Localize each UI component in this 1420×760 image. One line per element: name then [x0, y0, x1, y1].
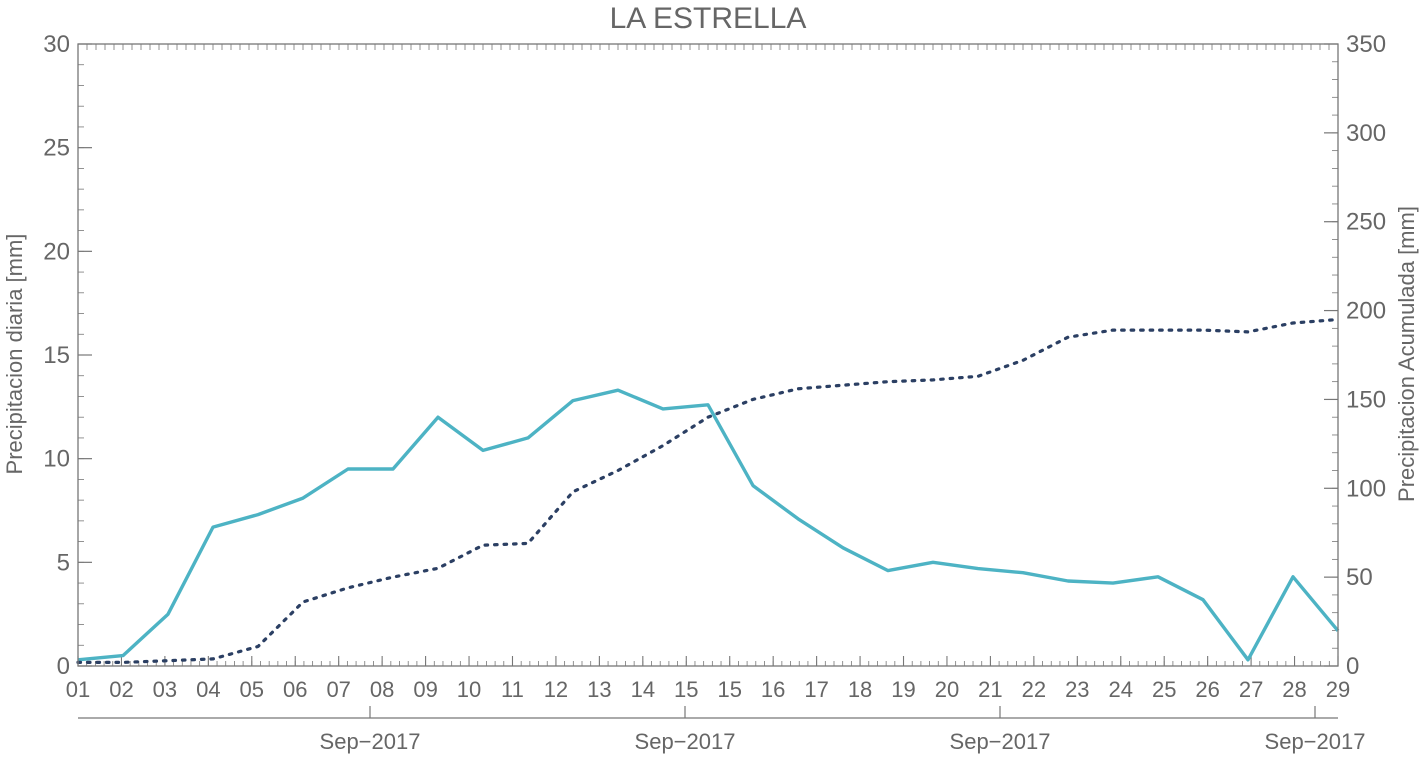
x-tick-label: 25: [1152, 677, 1176, 702]
x-tick-label: 09: [413, 677, 437, 702]
x-tick-label: 15: [717, 677, 741, 702]
secondary-axis-label: Sep−2017: [320, 729, 421, 754]
x-tick-label: 10: [457, 677, 481, 702]
x-tick-label: 18: [848, 677, 872, 702]
y-right-tick-label: 300: [1346, 120, 1386, 147]
x-tick-label: 12: [544, 677, 568, 702]
x-tick-label: 17: [804, 677, 828, 702]
y-left-tick-label: 20: [43, 238, 70, 265]
x-tick-label: 14: [631, 677, 655, 702]
x-tick-label: 11: [501, 677, 524, 702]
x-tick-label: 07: [326, 677, 350, 702]
axis-ticks: [77, 43, 1339, 718]
x-tick-label: 02: [109, 677, 133, 702]
y-right-tick-label: 0: [1346, 653, 1359, 680]
x-tick-label: 19: [891, 677, 915, 702]
secondary-axis-label: Sep−2017: [950, 729, 1051, 754]
y-axis-label-left: Precipitacion diaria [mm]: [2, 234, 27, 475]
x-tick-label: 01: [66, 677, 90, 702]
x-tick-label: 20: [935, 677, 959, 702]
y-left-tick-label: 30: [43, 31, 70, 58]
x-tick-label: 24: [1109, 677, 1133, 702]
y-right-tick-label: 250: [1346, 209, 1386, 236]
x-tick-label: 23: [1065, 677, 1089, 702]
y-axis-label-right: Precipitacion Acumulada [mm]: [1394, 206, 1419, 502]
x-tick-label: 26: [1195, 677, 1219, 702]
plot-frame: [77, 43, 1339, 667]
y-right-tick-label: 100: [1346, 475, 1386, 502]
x-tick-label: 16: [761, 677, 785, 702]
cumulative-precipitation-line: [76, 317, 1340, 664]
y-right-tick-label: 50: [1346, 564, 1373, 591]
x-tick-label: 05: [240, 677, 264, 702]
y-left-tick-label: 15: [43, 342, 70, 369]
y-right-tick-label: 150: [1346, 386, 1386, 413]
x-tick-label: 06: [283, 677, 307, 702]
x-tick-label: 15: [674, 677, 698, 702]
x-tick-label: 29: [1326, 677, 1350, 702]
x-tick-label: 28: [1282, 677, 1306, 702]
daily-precipitation-line: [77, 388, 1340, 662]
x-tick-label: 04: [196, 677, 220, 702]
data-series: [76, 317, 1340, 664]
x-tick-label: 08: [370, 677, 394, 702]
y-left-tick-label: 25: [43, 135, 70, 162]
y-left-tick-label: 0: [57, 653, 70, 680]
chart-title: LA ESTRELLA: [610, 2, 807, 35]
x-tick-label: 13: [587, 677, 611, 702]
secondary-axis-label: Sep−2017: [635, 729, 736, 754]
y-left-tick-label: 10: [43, 446, 70, 473]
secondary-axis-label: Sep−2017: [1265, 729, 1366, 754]
y-left-tick-label: 5: [57, 549, 70, 576]
x-tick-label: 03: [153, 677, 177, 702]
x-tick-label: 22: [1022, 677, 1046, 702]
x-tick-label: 21: [978, 677, 1002, 702]
x-tick-label: 27: [1239, 677, 1263, 702]
y-right-tick-label: 350: [1346, 31, 1386, 58]
y-right-tick-label: 200: [1346, 298, 1386, 325]
